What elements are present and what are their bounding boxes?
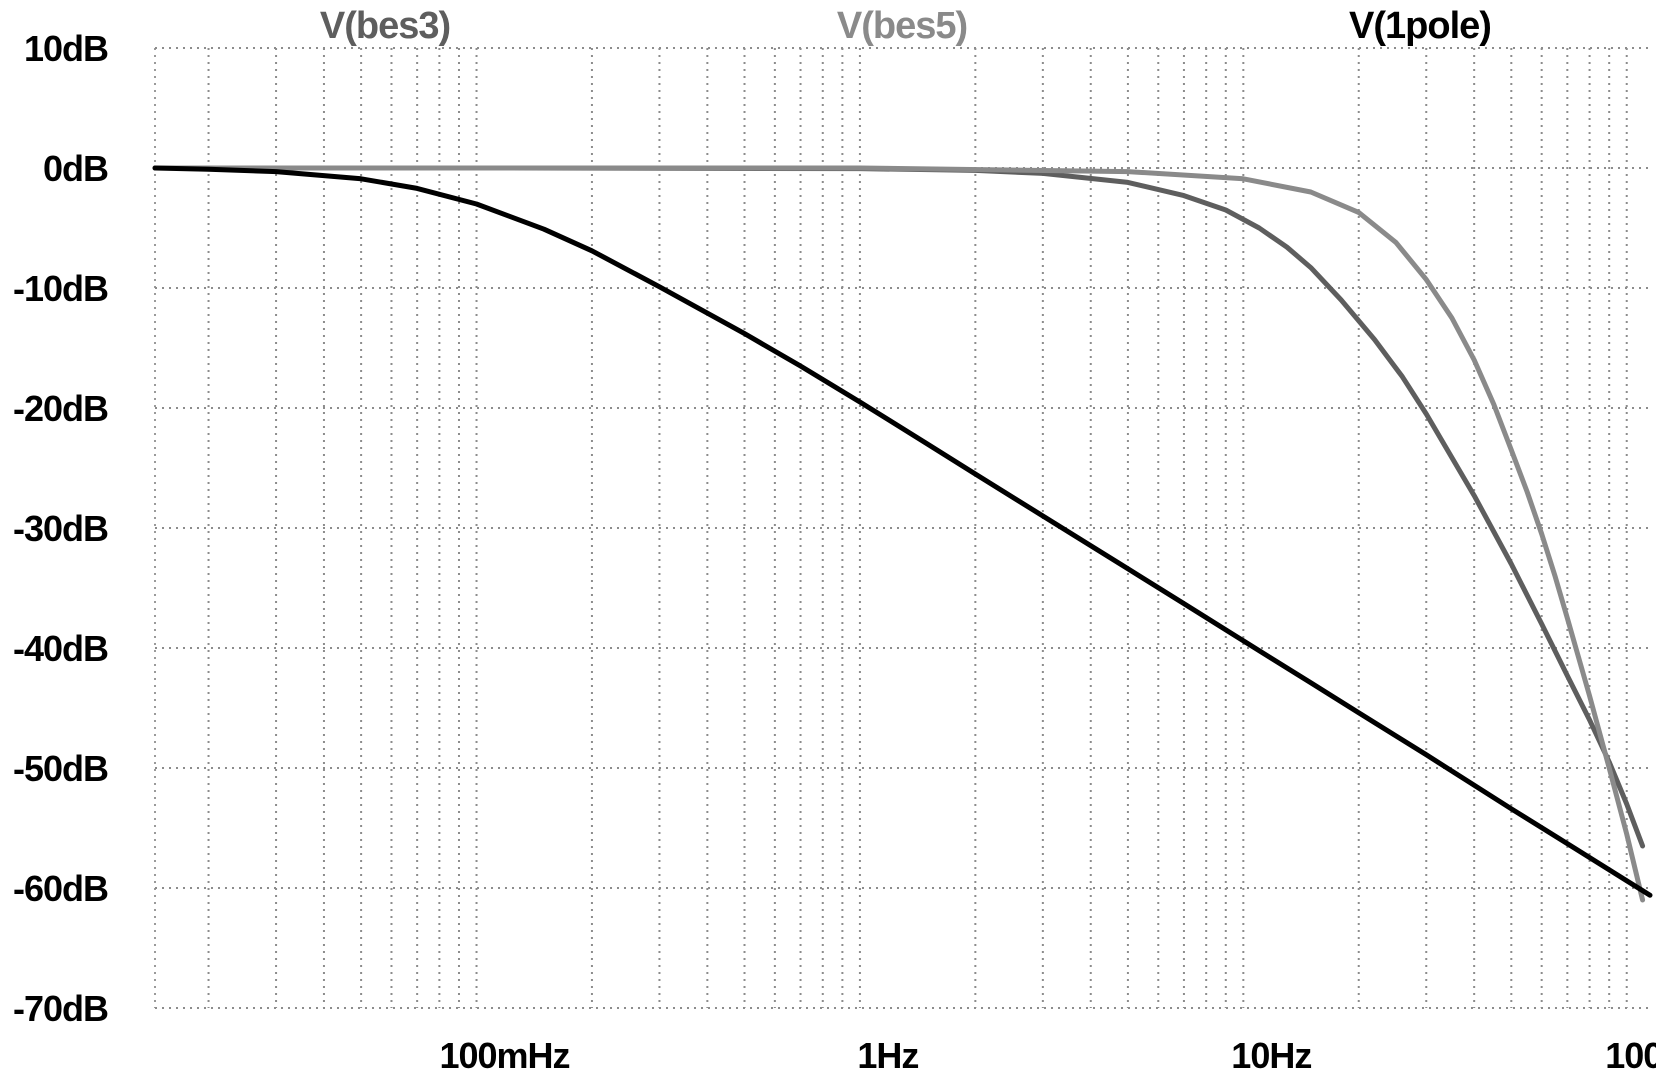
series-line-3 xyxy=(152,165,1653,898)
y-tick-label: -60dB xyxy=(13,868,108,909)
y-tick-label: -20dB xyxy=(13,388,108,429)
x-tick-label: 100mHz xyxy=(439,1035,569,1076)
y-tick-label: -50dB xyxy=(13,748,108,789)
legend-entry-3: V(1pole) xyxy=(1349,5,1491,47)
x-tick-label: 10Hz xyxy=(1231,1035,1311,1076)
y-tick-label: 10dB xyxy=(24,28,108,69)
series-lines xyxy=(152,165,1653,903)
legend: V(bes3) V(bes5) V(1pole) xyxy=(320,5,1492,47)
x-tick-label: 1Hz xyxy=(857,1035,918,1076)
legend-entry-1: V(bes3) xyxy=(320,5,450,47)
legend-entry-2: V(bes5) xyxy=(837,5,967,47)
y-axis-ticks: 10dB 0dB -10dB -20dB -30dB -40dB -50dB -60dB -70… xyxy=(13,28,109,1029)
y-tick-label: 0dB xyxy=(43,148,108,189)
x-tick-label: 100Hz xyxy=(1605,1035,1656,1076)
y-tick-label: -40dB xyxy=(13,628,108,669)
y-tick-label: -70dB xyxy=(13,988,108,1029)
grid xyxy=(154,47,1650,1009)
x-axis-ticks: 100mHz 1Hz 10Hz 100Hz xyxy=(439,1035,1656,1076)
y-tick-label: -30dB xyxy=(13,508,108,549)
series-line-2 xyxy=(152,165,1646,903)
y-tick-label: -10dB xyxy=(13,268,108,309)
